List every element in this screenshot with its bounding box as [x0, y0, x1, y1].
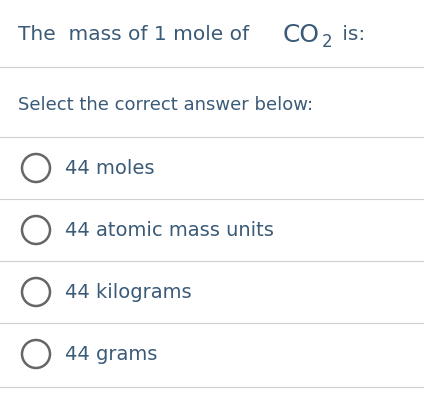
Text: is:: is:: [336, 26, 365, 45]
Text: 44 kilograms: 44 kilograms: [65, 283, 192, 302]
Text: The  mass of 1 mole of: The mass of 1 mole of: [18, 26, 256, 45]
Text: CO: CO: [283, 23, 320, 47]
Text: 44 atomic mass units: 44 atomic mass units: [65, 221, 274, 240]
Text: Select the correct answer below:: Select the correct answer below:: [18, 96, 313, 114]
Text: 2: 2: [322, 33, 332, 51]
Text: 44 moles: 44 moles: [65, 159, 154, 178]
Text: 44 grams: 44 grams: [65, 345, 157, 364]
